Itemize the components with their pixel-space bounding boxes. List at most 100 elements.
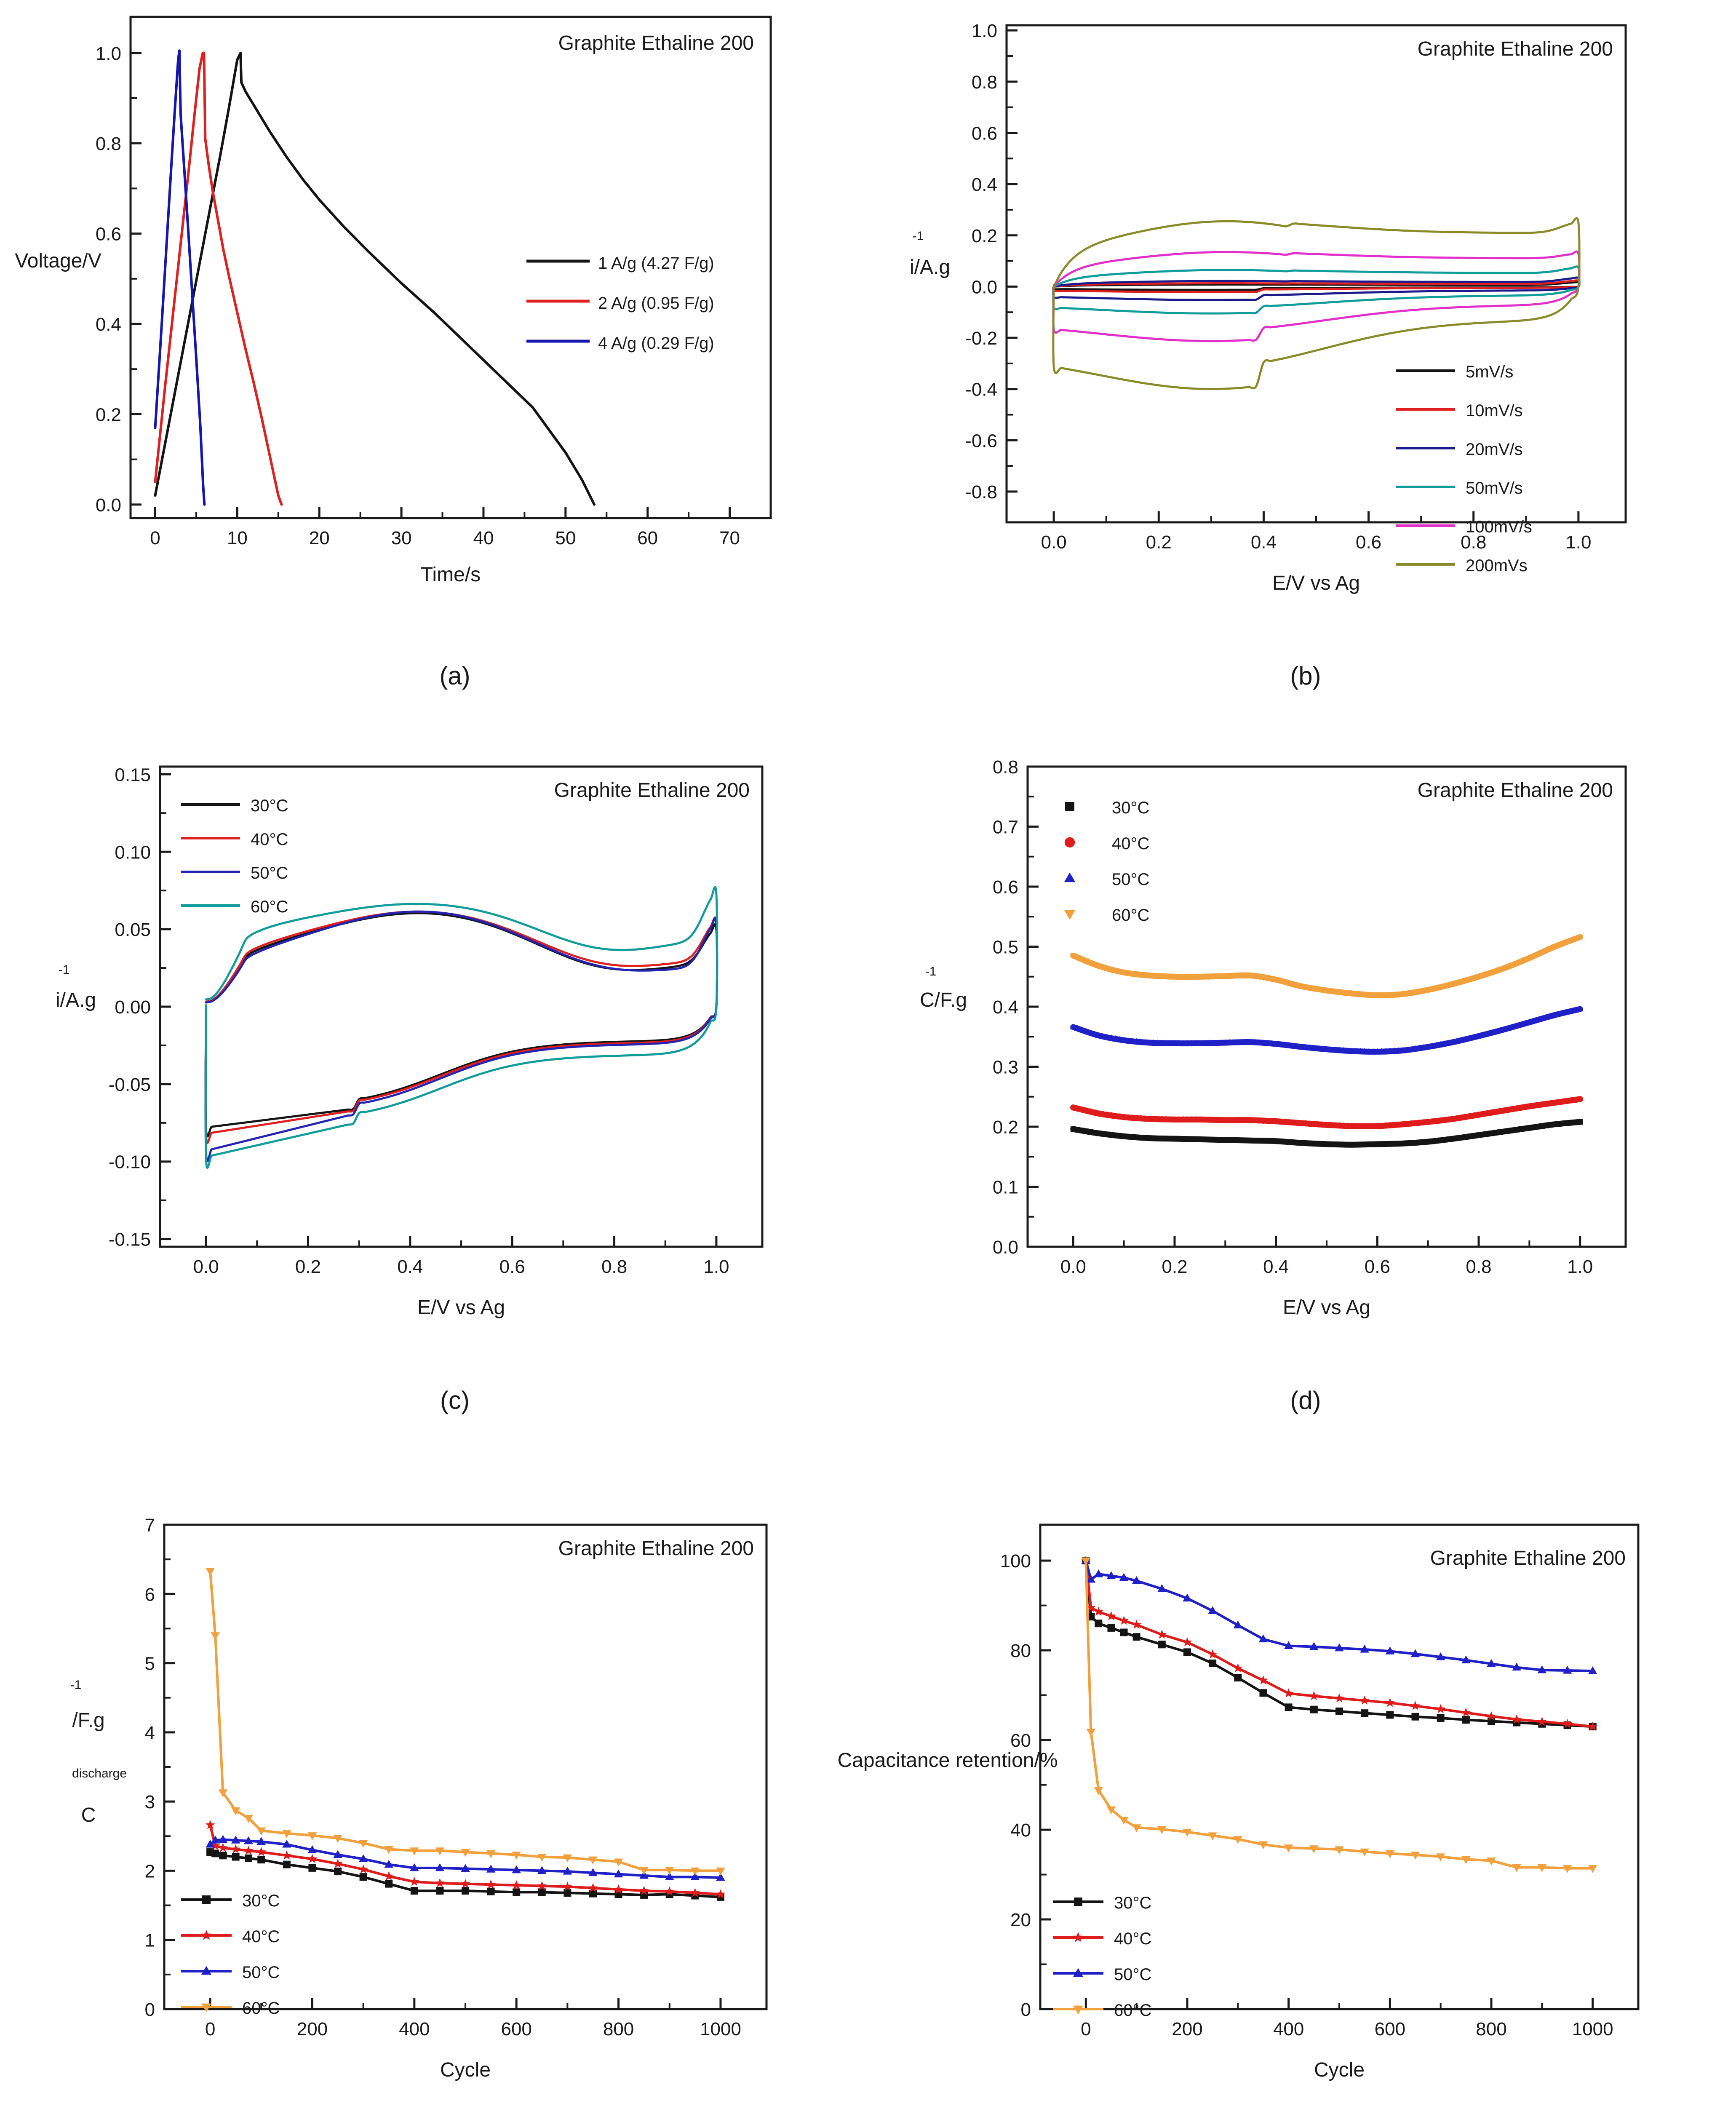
data-marker <box>1353 1142 1359 1148</box>
data-marker <box>1159 1116 1165 1122</box>
data-marker <box>308 1864 316 1872</box>
data-marker <box>1167 1040 1174 1046</box>
data-marker <box>282 1830 291 1838</box>
data-marker <box>1213 974 1221 980</box>
data-marker <box>1184 1040 1191 1046</box>
data-marker <box>1141 1039 1148 1045</box>
panel-b-svg: 0.0 0.2 0.4 0.6 0.8 1.0 -0.8 -0.6 -0.4 -0.2 0.0 0.2… <box>910 21 1627 594</box>
data-marker <box>1175 974 1182 980</box>
data-marker <box>1154 1116 1161 1122</box>
data-marker <box>1537 1864 1547 1872</box>
data-marker <box>1243 1117 1250 1123</box>
svg-text:30°C: 30°C <box>242 1892 280 1910</box>
data-marker <box>1251 1039 1258 1045</box>
data-marker <box>1155 1136 1161 1141</box>
data-marker <box>1284 1844 1293 1852</box>
data-marker <box>1192 1116 1199 1123</box>
data-marker <box>1424 987 1432 994</box>
svg-text:70: 70 <box>719 528 740 548</box>
data-marker <box>1264 1040 1271 1046</box>
data-marker <box>1231 1117 1237 1123</box>
svg-text:20mV/s: 20mV/s <box>1466 440 1523 459</box>
data-marker <box>1120 1628 1128 1636</box>
svg-text:0.2: 0.2 <box>1162 1256 1187 1277</box>
data-marker <box>1547 946 1554 952</box>
data-marker <box>333 1859 343 1868</box>
data-marker <box>1501 966 1507 972</box>
data-marker <box>1374 993 1381 999</box>
data-marker <box>1234 1674 1242 1682</box>
data-marker <box>1207 1649 1218 1659</box>
svg-text:200: 200 <box>297 2019 328 2039</box>
data-marker <box>1410 1649 1420 1657</box>
data-marker <box>1560 941 1567 947</box>
data-marker <box>202 1895 211 1904</box>
data-marker <box>1294 1043 1301 1049</box>
data-marker <box>1222 973 1229 980</box>
data-marker <box>1513 961 1520 967</box>
cv-loop-30°C <box>204 912 718 1138</box>
svg-text:i/A.g: i/A.g <box>56 989 96 1011</box>
data-marker <box>1437 1714 1445 1722</box>
data-marker <box>206 1568 215 1576</box>
data-marker <box>244 1854 252 1862</box>
data-marker <box>1218 1039 1225 1045</box>
svg-text:0.2: 0.2 <box>972 226 997 246</box>
svg-text:Cycle: Cycle <box>440 2059 491 2081</box>
data-marker <box>1197 1040 1203 1046</box>
data-marker <box>1107 1624 1115 1632</box>
data-marker <box>665 1872 674 1880</box>
data-marker <box>1562 1718 1572 1728</box>
data-marker <box>1214 1137 1220 1143</box>
data-marker <box>1091 1031 1098 1037</box>
svg-text:0.3: 0.3 <box>993 1057 1018 1078</box>
data-marker <box>487 1887 495 1895</box>
svg-text:0: 0 <box>205 2019 215 2039</box>
data-marker <box>1436 1652 1445 1660</box>
data-marker <box>1163 974 1170 980</box>
data-marker <box>1159 1136 1165 1141</box>
svg-text:2: 2 <box>145 1861 155 1882</box>
data-marker <box>1476 1132 1482 1138</box>
data-marker <box>1239 1137 1245 1143</box>
data-marker <box>1197 1136 1203 1142</box>
data-marker <box>1522 1125 1528 1131</box>
data-marker <box>1310 1705 1318 1713</box>
data-marker <box>1336 1047 1343 1053</box>
panel-d-label: (d) <box>1290 1386 1321 1414</box>
data-marker <box>1167 1116 1174 1122</box>
data-marker <box>1484 1131 1490 1137</box>
svg-text:Graphite Ethaline 200: Graphite Ethaline 200 <box>1430 1547 1626 1569</box>
data-marker <box>1286 1139 1292 1145</box>
svg-text:5: 5 <box>145 1654 155 1674</box>
data-marker <box>1209 1660 1217 1668</box>
data-marker <box>1349 1123 1355 1129</box>
panel-a-label: (a) <box>439 662 470 690</box>
data-marker <box>1284 1688 1293 1697</box>
data-marker <box>1412 989 1419 996</box>
data-marker <box>1213 1039 1221 1045</box>
svg-text:60°C: 60°C <box>1112 906 1149 925</box>
cv-loop-40°C <box>204 910 718 1144</box>
data-marker <box>512 1865 521 1873</box>
data-marker <box>1505 1128 1511 1134</box>
data-marker <box>1180 1136 1186 1142</box>
data-marker <box>1184 1116 1191 1123</box>
data-marker <box>1462 1716 1470 1724</box>
data-marker <box>1218 1137 1224 1143</box>
data-marker <box>1230 973 1237 979</box>
data-marker <box>513 1888 521 1896</box>
data-marker <box>1576 1005 1584 1012</box>
data-marker <box>1302 1044 1309 1050</box>
data-marker <box>1234 1039 1242 1045</box>
data-marker <box>1366 1123 1372 1129</box>
data-marker <box>1182 1637 1192 1646</box>
panel-f-svg: 0 200 400 600 800 1000 0 20 40 60 80 100 Cycle Capaci… <box>838 1523 1640 2081</box>
data-marker <box>1565 1120 1570 1126</box>
data-marker <box>1359 1695 1370 1705</box>
data-marker <box>1327 1046 1334 1052</box>
data-marker <box>1094 1787 1103 1795</box>
data-marker <box>1399 992 1406 998</box>
data-marker <box>1429 986 1436 992</box>
data-marker <box>1104 1131 1110 1137</box>
